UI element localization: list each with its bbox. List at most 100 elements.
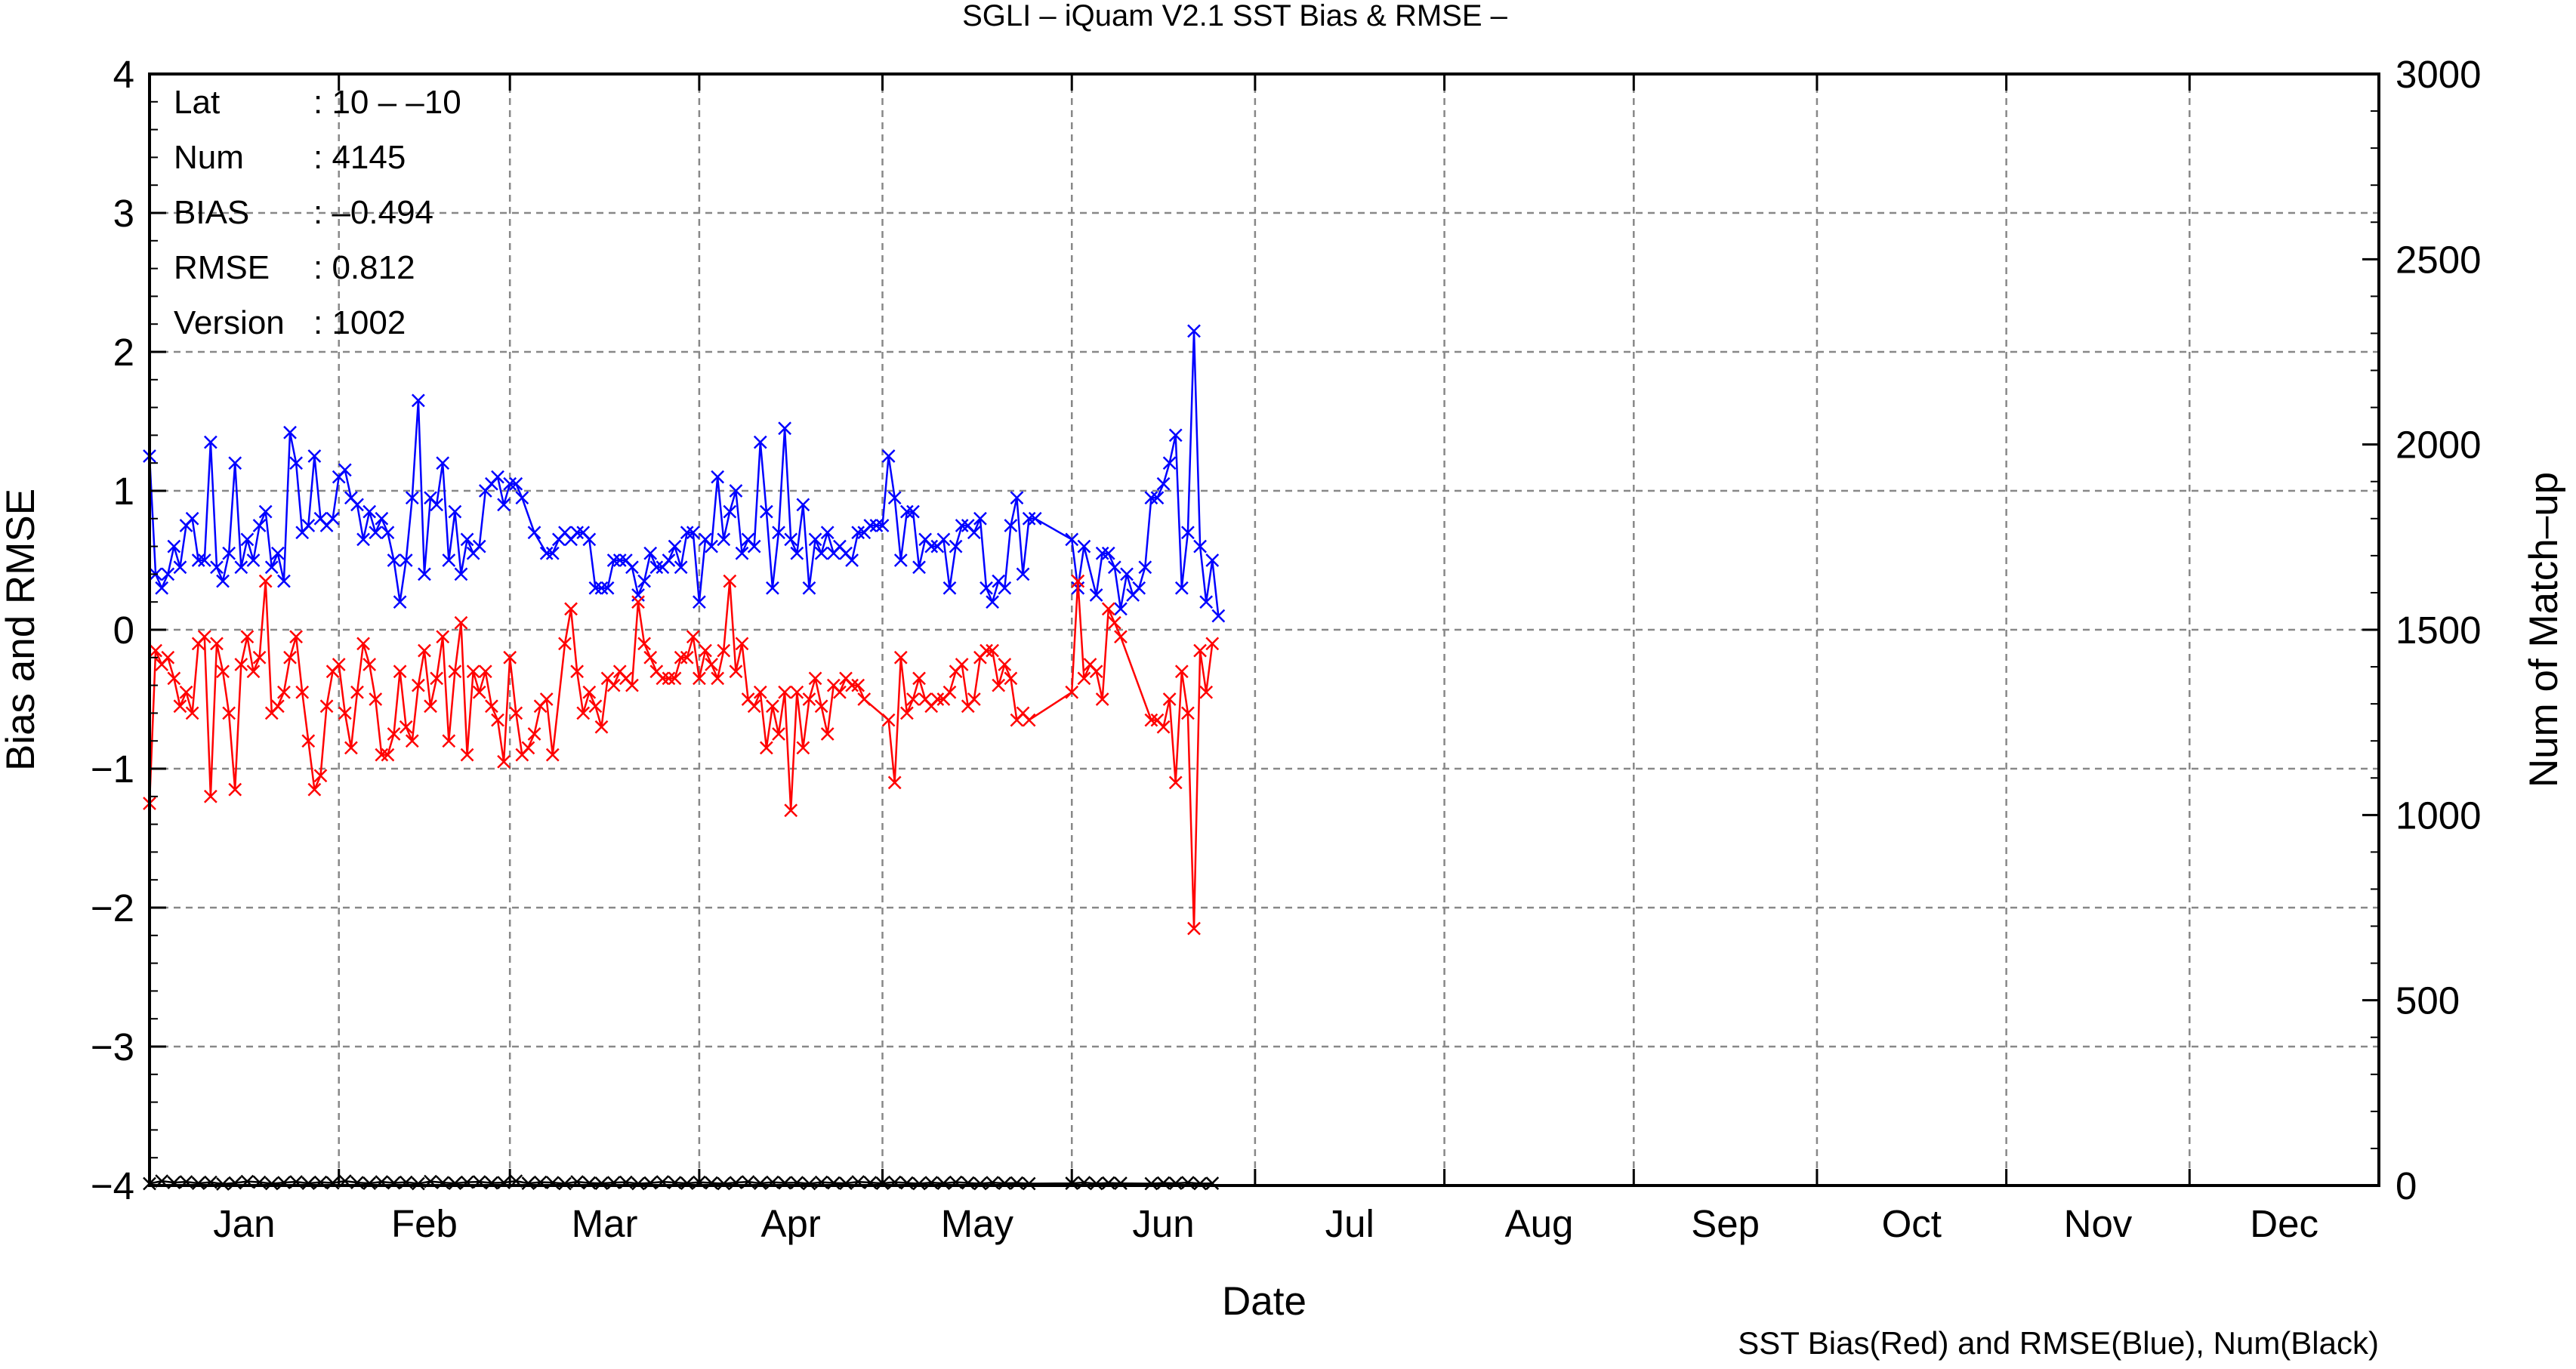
- data-point-marker: [973, 511, 987, 526]
- data-point-marker: [448, 1176, 462, 1190]
- data-point-marker: [1199, 595, 1214, 609]
- data-point-marker: [680, 1176, 694, 1190]
- data-point-marker: [545, 748, 560, 762]
- data-point-marker: [424, 699, 437, 714]
- data-point-marker: [338, 463, 352, 477]
- data-point-marker: [393, 664, 407, 679]
- data-point-marker: [228, 456, 242, 470]
- data-point-marker: [301, 734, 316, 748]
- x-axis-label: Date: [1222, 1279, 1307, 1324]
- data-point-marker: [729, 484, 743, 498]
- data-point-marker: [1205, 637, 1220, 651]
- data-point-marker: [936, 1176, 951, 1190]
- data-point-marker: [1107, 615, 1121, 630]
- data-point-marker: [833, 685, 847, 699]
- data-point-marker: [203, 435, 217, 449]
- x-tick-label: Apr: [761, 1202, 821, 1245]
- data-point-marker: [796, 498, 810, 512]
- data-point-marker: [222, 706, 236, 720]
- y-tick-label: 3: [113, 192, 134, 235]
- data-point-marker: [485, 699, 498, 714]
- data-point-marker: [564, 602, 578, 616]
- data-point-marker: [1004, 519, 1018, 532]
- data-point-marker: [240, 532, 255, 547]
- data-point-marker: [167, 539, 181, 553]
- data-point-marker: [216, 574, 230, 588]
- data-point-marker: [662, 671, 676, 686]
- data-point-marker: [992, 678, 1006, 692]
- x-tick-label: Sep: [1691, 1202, 1760, 1245]
- data-point-marker: [766, 581, 779, 595]
- data-point-marker: [191, 553, 205, 567]
- data-point-marker: [258, 574, 273, 588]
- data-point-marker: [478, 664, 492, 679]
- data-point-marker: [491, 470, 504, 484]
- info-label: RMSE: [174, 249, 270, 286]
- data-point-marker: [258, 504, 273, 519]
- data-point-marker: [717, 532, 731, 547]
- grid-lines: [150, 74, 2379, 1186]
- data-point-marker: [912, 1176, 926, 1191]
- x-tick-label: Aug: [1505, 1202, 1574, 1245]
- data-point-marker: [967, 526, 981, 540]
- data-point-marker: [411, 678, 425, 692]
- data-point-marker: [906, 504, 920, 519]
- y-tick-label: −1: [91, 748, 134, 791]
- data-point-marker: [869, 519, 884, 532]
- x-tick-label: May: [941, 1202, 1014, 1245]
- data-point-marker: [759, 741, 773, 755]
- y-tick-label: −3: [91, 1025, 134, 1068]
- data-point-marker: [503, 476, 517, 491]
- data-point-marker: [338, 706, 352, 720]
- data-point-marker: [729, 664, 743, 679]
- data-point-marker: [1205, 553, 1220, 567]
- data-point-marker: [418, 567, 431, 581]
- data-point-marker: [705, 539, 718, 553]
- data-point-marker: [149, 643, 162, 658]
- data-point-marker: [686, 526, 700, 540]
- data-point-marker: [301, 1176, 316, 1190]
- data-point-marker: [796, 741, 810, 755]
- data-point-marker: [942, 685, 957, 699]
- data-point-marker: [191, 1176, 205, 1190]
- data-point-marker: [436, 456, 450, 470]
- data-point-marker: [845, 553, 859, 567]
- data-point-marker: [399, 553, 413, 567]
- data-point-marker: [350, 685, 364, 699]
- data-point-marker: [313, 769, 328, 783]
- data-point-marker: [173, 560, 187, 575]
- data-point-marker: [307, 449, 322, 463]
- data-point-marker: [527, 526, 541, 540]
- data-point-marker: [1065, 532, 1079, 547]
- data-point-marker: [766, 699, 779, 714]
- series-bias: [143, 574, 1220, 936]
- series-line: [149, 1179, 1213, 1186]
- data-point-marker: [668, 539, 682, 553]
- data-point-marker: [442, 553, 456, 567]
- data-point-marker: [1114, 630, 1128, 644]
- data-point-marker: [325, 511, 340, 526]
- data-point-marker: [283, 425, 297, 439]
- data-point-marker: [350, 498, 364, 512]
- data-point-marker: [1004, 671, 1018, 686]
- right-axis-tick-labels: 3000 2500 2000 1500 1000 500 0: [2396, 53, 2481, 1207]
- y-tick-label: 4: [113, 53, 134, 96]
- data-point-marker: [631, 595, 645, 609]
- info-value: : 4145: [313, 139, 406, 176]
- data-point-marker: [967, 692, 981, 706]
- data-point-marker: [790, 546, 804, 560]
- data-point-marker: [881, 713, 896, 727]
- y2-tick-label: 2000: [2396, 424, 2481, 467]
- data-point-marker: [778, 685, 792, 699]
- data-point-marker: [1168, 428, 1183, 442]
- data-point-marker: [625, 560, 639, 575]
- data-point-marker: [606, 553, 621, 567]
- y-tick-label: −2: [91, 886, 134, 930]
- info-label: BIAS: [174, 194, 249, 231]
- data-point-marker: [228, 782, 242, 797]
- data-point-marker: [930, 692, 945, 706]
- data-point-marker: [998, 581, 1012, 595]
- data-point-marker: [356, 637, 370, 651]
- data-point-marker: [1205, 1176, 1220, 1190]
